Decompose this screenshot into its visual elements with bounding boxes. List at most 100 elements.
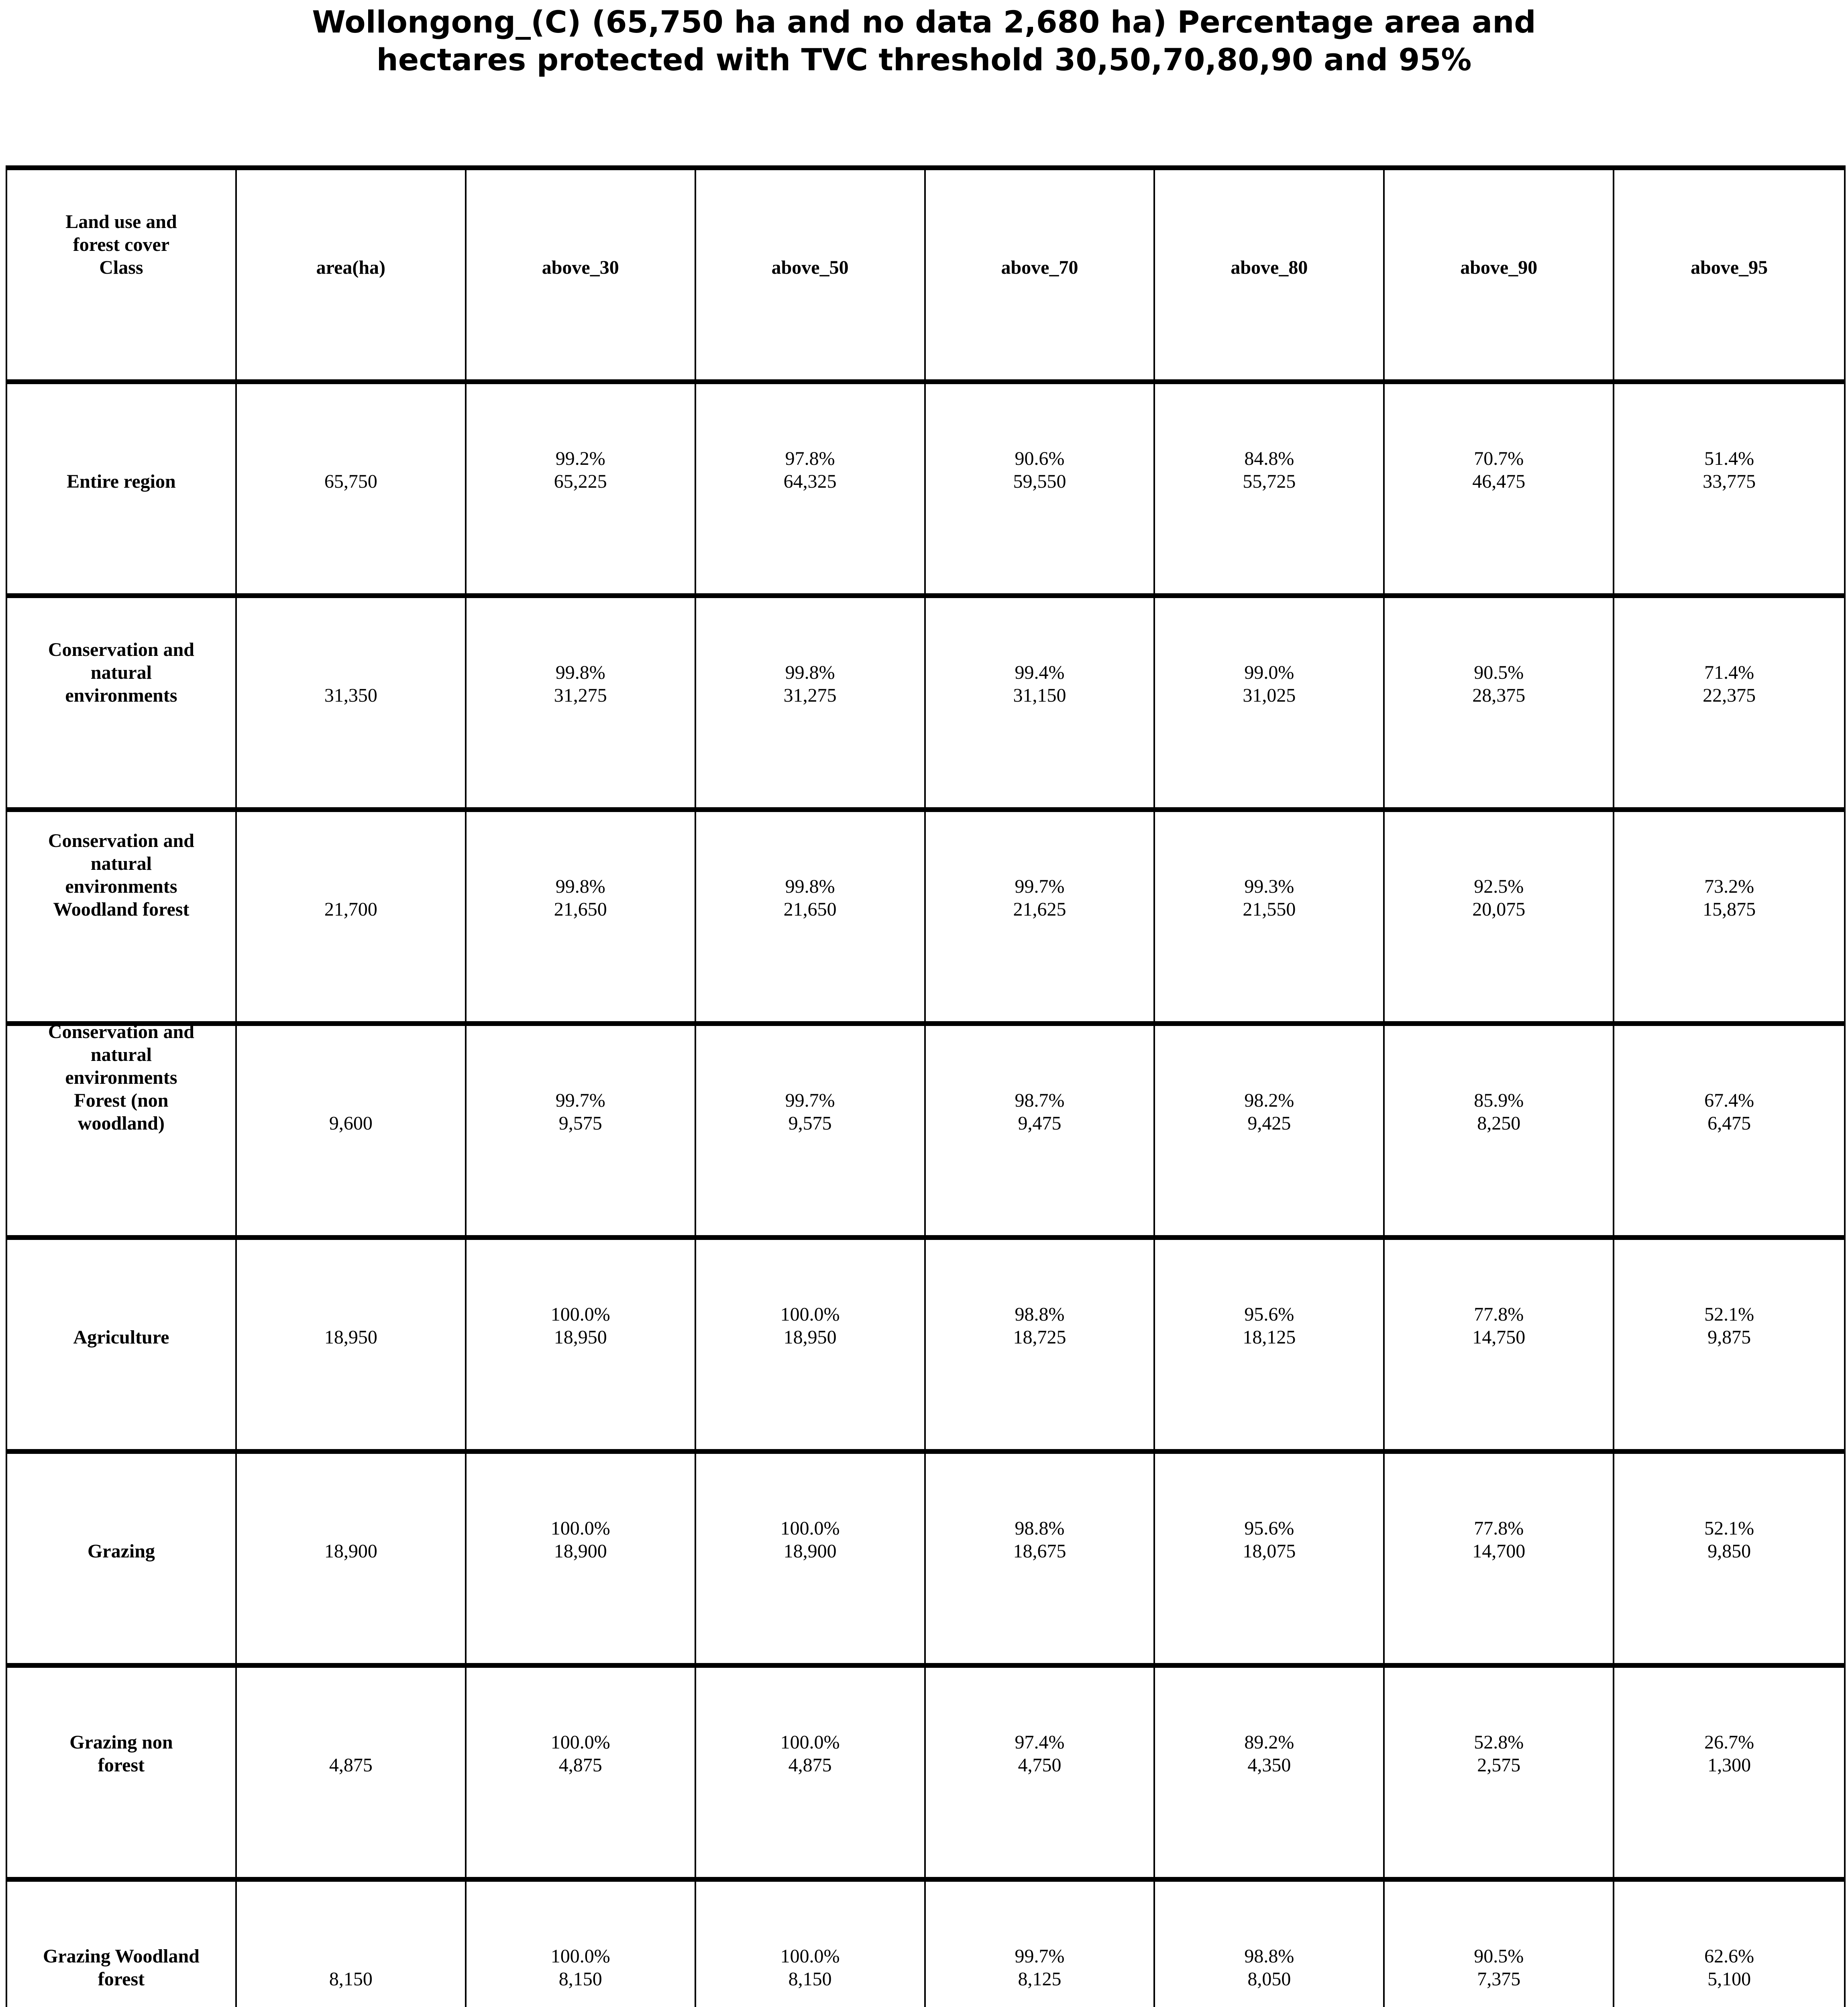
- percent-value: 99.3%: [1244, 876, 1294, 897]
- area-cell: 4,875: [237, 1668, 467, 1877]
- percent-value: 99.2%: [555, 448, 605, 469]
- threshold-cell: 100.0% 4,875: [467, 1668, 696, 1877]
- percent-value: 99.8%: [555, 876, 605, 897]
- threshold-cell: 90.6% 59,550: [926, 384, 1155, 593]
- hectares-value: 22,375: [1703, 685, 1756, 706]
- column-header-label: above_90: [1460, 257, 1538, 278]
- area-value: 21,700: [324, 899, 377, 920]
- threshold-cell: 71.4% 22,375: [1614, 598, 1844, 807]
- area-value: 31,350: [324, 685, 377, 706]
- percent-value: 90.6%: [1015, 448, 1065, 469]
- column-header-label: above_70: [1001, 257, 1078, 278]
- threshold-cell: 98.2% 9,425: [1155, 1026, 1385, 1235]
- hectares-value: 2,575: [1477, 1755, 1521, 1776]
- hectares-value: 59,550: [1013, 471, 1066, 492]
- percent-value: 98.8%: [1244, 1946, 1294, 1967]
- hectares-value: 9,850: [1707, 1541, 1751, 1562]
- percent-value: 90.5%: [1474, 1946, 1524, 1967]
- area-cell: 31,350: [237, 598, 467, 807]
- threshold-cell: 90.5% 7,375: [1385, 1882, 1615, 2007]
- class-name-line: environments: [65, 1067, 177, 1088]
- percent-value: 52.1%: [1704, 1518, 1754, 1539]
- class-cell: Grazing: [7, 1454, 237, 1663]
- percent-value: 85.9%: [1474, 1090, 1524, 1111]
- percent-value: 77.8%: [1474, 1518, 1524, 1539]
- percent-value: 51.4%: [1704, 448, 1754, 469]
- percent-value: 100.0%: [550, 1304, 610, 1325]
- threshold-cell: 99.7% 21,625: [926, 812, 1155, 1021]
- threshold-cell: 99.8% 21,650: [696, 812, 926, 1021]
- threshold-cell: 98.7% 9,475: [926, 1026, 1155, 1235]
- table-header-row: Land use and forest cover Class area(ha) abo…: [7, 170, 1844, 384]
- percent-value: 99.7%: [785, 1090, 835, 1111]
- threshold-cell: 52.1% 9,875: [1614, 1240, 1844, 1449]
- table-row: Conservation and natural environments 31,35…: [7, 598, 1844, 812]
- hectares-value: 6,475: [1707, 1113, 1751, 1134]
- threshold-cell: 77.8% 14,750: [1385, 1240, 1615, 1449]
- hectares-value: 9,475: [1018, 1113, 1062, 1134]
- percent-value: 98.2%: [1244, 1090, 1294, 1111]
- hectares-value: 1,300: [1707, 1755, 1751, 1776]
- hectares-value: 15,875: [1703, 899, 1756, 920]
- percent-value: 90.5%: [1474, 662, 1524, 683]
- class-cell: Conservation and natural environments: [7, 598, 237, 807]
- threshold-cell: 85.9% 8,250: [1385, 1026, 1615, 1235]
- percent-value: 77.8%: [1474, 1304, 1524, 1325]
- class-name-line: woodland): [77, 1113, 165, 1134]
- percent-value: 99.7%: [1015, 876, 1065, 897]
- threshold-cell: 67.4% 6,475: [1614, 1026, 1844, 1235]
- threshold-cell: 99.3% 21,550: [1155, 812, 1385, 1021]
- hectares-value: 4,875: [788, 1755, 832, 1776]
- threshold-cell: 26.7% 1,300: [1614, 1668, 1844, 1877]
- page-title-line-2: hectares protected with TVC threshold 30…: [376, 42, 1472, 77]
- class-name-line: Agriculture: [73, 1327, 169, 1348]
- class-cell: Grazing Woodland forest: [7, 1882, 237, 2007]
- threshold-cell: 99.4% 31,150: [926, 598, 1155, 807]
- class-cell: Agriculture: [7, 1240, 237, 1449]
- percent-value: 99.0%: [1244, 662, 1294, 683]
- table-row: Grazing non forest 4,875 100.0% 4,875 100.0% 4…: [7, 1668, 1844, 1882]
- percent-value: 92.5%: [1474, 876, 1524, 897]
- hectares-value: 14,700: [1472, 1541, 1526, 1562]
- column-header-6: above_90: [1385, 170, 1615, 379]
- area-cell: 65,750: [237, 384, 467, 593]
- threshold-cell: 99.7% 9,575: [467, 1026, 696, 1235]
- hectares-value: 18,675: [1013, 1541, 1066, 1562]
- hectares-value: 28,375: [1472, 685, 1526, 706]
- hectares-value: 8,150: [788, 1968, 832, 1990]
- hectares-value: 9,875: [1707, 1327, 1751, 1348]
- threshold-cell: 100.0% 18,950: [696, 1240, 926, 1449]
- hectares-value: 18,900: [554, 1541, 607, 1562]
- table-row: Entire region 65,750 99.2% 65,225 97.8% 64,32…: [7, 384, 1844, 598]
- area-value: 65,750: [324, 471, 377, 492]
- class-name-line: Conservation and: [48, 639, 194, 660]
- hectares-value: 21,650: [783, 899, 837, 920]
- threshold-cell: 52.1% 9,850: [1614, 1454, 1844, 1663]
- hectares-value: 21,625: [1013, 899, 1066, 920]
- area-cell: 21,700: [237, 812, 467, 1021]
- hectares-value: 31,275: [554, 685, 607, 706]
- area-cell: 18,900: [237, 1454, 467, 1663]
- column-header-label: above_80: [1231, 257, 1308, 278]
- class-cell: Entire region: [7, 384, 237, 593]
- threshold-cell: 90.5% 28,375: [1385, 598, 1615, 807]
- class-name-line: environments: [65, 876, 177, 897]
- area-value: 8,150: [329, 1968, 373, 1990]
- table-row: Grazing 18,900 100.0% 18,900 100.0% 18,900 98.…: [7, 1454, 1844, 1668]
- area-value: 18,900: [324, 1541, 377, 1562]
- threshold-cell: 99.8% 21,650: [467, 812, 696, 1021]
- hectares-value: 31,025: [1243, 685, 1296, 706]
- threshold-cell: 100.0% 8,150: [467, 1882, 696, 2007]
- percent-value: 100.0%: [780, 1518, 840, 1539]
- percent-value: 97.8%: [785, 448, 835, 469]
- percent-value: 71.4%: [1704, 662, 1754, 683]
- threshold-cell: 73.2% 15,875: [1614, 812, 1844, 1021]
- threshold-cell: 100.0% 8,150: [696, 1882, 926, 2007]
- page-title-line-1: Wollongong_(C) (65,750 ha and no data 2,…: [312, 4, 1536, 40]
- column-header-label: above_50: [771, 257, 849, 278]
- hectares-value: 55,725: [1243, 471, 1296, 492]
- hectares-value: 46,475: [1472, 471, 1526, 492]
- table-row: Agriculture 18,950 100.0% 18,950 100.0% 18,95…: [7, 1240, 1844, 1454]
- threshold-cell: 98.8% 8,050: [1155, 1882, 1385, 2007]
